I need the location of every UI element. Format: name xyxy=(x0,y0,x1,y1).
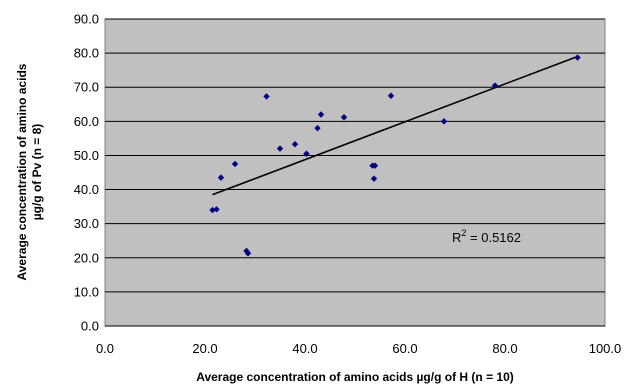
y-tick-label: 60.0 xyxy=(74,114,99,129)
data-point xyxy=(370,175,378,182)
x-tick-label: 20.0 xyxy=(192,341,217,356)
x-tick-label: 100.0 xyxy=(589,341,622,356)
data-point xyxy=(387,92,395,99)
plot-area xyxy=(104,18,606,327)
gridlines xyxy=(105,18,605,327)
data-point xyxy=(371,162,379,169)
data-point xyxy=(209,206,216,214)
r-squared-annotation: R2 = 0.5162 xyxy=(452,228,521,245)
r-squared-label: R xyxy=(452,230,461,245)
data-point xyxy=(574,54,581,61)
y-tick-label: 90.0 xyxy=(74,12,99,27)
data-point xyxy=(231,160,239,168)
x-tick-label: 40.0 xyxy=(292,341,317,356)
trendline xyxy=(212,55,578,196)
data-point xyxy=(491,82,499,89)
y-axis-title-line-1: Average concentration of amino acids xyxy=(15,63,29,280)
x-tick-label: 0.0 xyxy=(96,341,114,356)
data-point xyxy=(303,150,310,157)
y-tick-label: 70.0 xyxy=(74,80,99,95)
data-point xyxy=(314,124,321,132)
data-point xyxy=(276,145,284,152)
x-tick-label: 60.0 xyxy=(392,341,417,356)
y-tick-label: 50.0 xyxy=(74,148,99,163)
y-tick-label: 0.0 xyxy=(81,319,99,334)
data-point xyxy=(213,206,220,213)
data-point xyxy=(217,174,225,181)
x-tick-label: 80.0 xyxy=(492,341,517,356)
y-tick-label: 30.0 xyxy=(74,216,99,231)
y-tick-labels: 0.0 10.0 20.0 30.0 40.0 50.0 60.0 70.0 80.0 90.0 xyxy=(74,12,99,334)
data-points xyxy=(209,54,581,257)
data-point xyxy=(340,114,348,121)
data-point xyxy=(263,93,270,100)
x-tick-labels: 0.0 20.0 40.0 60.0 80.0 100.0 xyxy=(96,341,621,356)
r-squared-superscript: 2 xyxy=(461,228,466,238)
y-tick-label: 20.0 xyxy=(74,250,99,265)
data-point xyxy=(440,118,448,125)
data-point xyxy=(317,111,325,118)
data-point xyxy=(291,140,299,148)
y-tick-label: 10.0 xyxy=(74,284,99,299)
r-squared-value: = 0.5162 xyxy=(466,230,521,245)
y-tick-label: 80.0 xyxy=(74,46,99,61)
y-tick-label: 40.0 xyxy=(74,182,99,197)
data-point xyxy=(244,250,252,257)
y-axis-title-line-2: µg/g of Pv (n = 8) xyxy=(30,124,44,221)
x-axis-title: Average concentration of amino acids µg/… xyxy=(196,370,514,384)
